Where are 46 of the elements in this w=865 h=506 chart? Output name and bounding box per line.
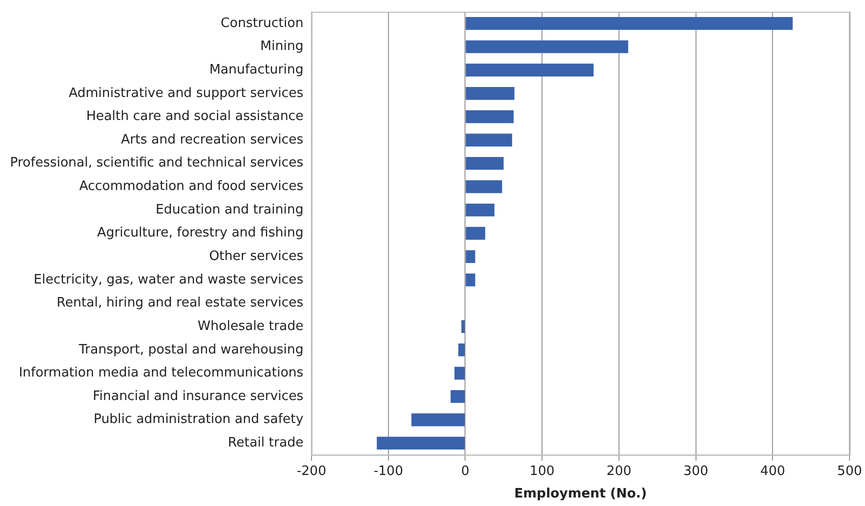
bar — [466, 86, 514, 100]
bar — [411, 413, 465, 426]
bar — [376, 436, 465, 450]
bar — [466, 134, 512, 146]
y-tick-label: Wholesale trade — [198, 318, 304, 334]
x-tick-label: 400 — [760, 464, 786, 479]
x-tick-label: -100 — [374, 464, 404, 479]
y-tick-label: Arts and recreation services — [121, 132, 304, 148]
y-tick-label: Construction — [220, 16, 304, 31]
y-tick-label: Manufacturing — [209, 62, 304, 78]
x-tick-label: 200 — [606, 464, 632, 479]
bar — [458, 343, 465, 356]
y-tick-label: Transport, postal and warehousing — [78, 342, 304, 358]
bar — [461, 320, 465, 333]
bar — [450, 390, 465, 403]
bar — [466, 250, 476, 264]
y-tick-label: Education and training — [156, 202, 304, 218]
y-tick-label: Other services — [209, 248, 304, 264]
y-tick-label: Rental, hiring and real estate services — [56, 296, 304, 311]
y-tick-label: Retail trade — [228, 436, 304, 451]
bar — [454, 366, 465, 380]
bar — [466, 110, 514, 124]
bar — [466, 180, 502, 194]
y-tick-label: Health care and social assistance — [86, 109, 304, 124]
bar — [466, 156, 504, 170]
bar — [466, 274, 476, 286]
bar — [466, 226, 486, 240]
y-tick-label: Public administration and safety — [94, 412, 304, 428]
y-tick-label: Electricity, gas, water and waste services — [34, 272, 304, 288]
y-tick-label: Information media and telecommunications — [18, 366, 304, 381]
bar — [466, 40, 628, 54]
x-axis-title: Employment (No.) — [514, 486, 647, 502]
bar — [466, 204, 494, 216]
x-tick-label: 0 — [461, 464, 470, 479]
y-tick-label: Agriculture, forestry and fishing — [97, 226, 304, 241]
y-tick-label: Accommodation and food services — [79, 179, 304, 194]
x-tick-label: 300 — [683, 464, 708, 479]
x-tick-label: 100 — [530, 464, 554, 479]
bar — [466, 17, 793, 30]
y-tick-label: Mining — [260, 39, 304, 54]
y-tick-label: Professional, scientific and technical services — [10, 156, 304, 171]
x-tick-label: -200 — [296, 464, 326, 479]
y-tick-label: Administrative and support services — [68, 86, 304, 101]
bar — [466, 64, 594, 76]
y-tick-label: Financial and insurance services — [92, 388, 304, 404]
x-tick-label: 500 — [837, 464, 862, 479]
